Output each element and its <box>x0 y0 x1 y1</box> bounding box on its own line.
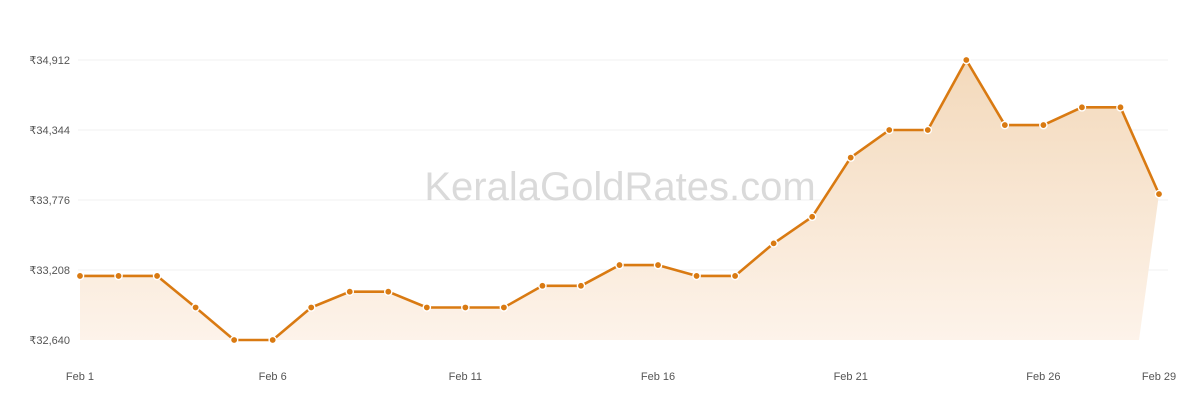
data-point[interactable] <box>422 303 432 312</box>
data-point[interactable] <box>962 55 971 65</box>
x-tick-label: Feb 16 <box>641 371 675 383</box>
data-point[interactable] <box>268 335 277 345</box>
x-tick-label: Feb 1 <box>66 371 94 383</box>
data-point[interactable] <box>923 125 933 135</box>
y-tick-label: ₹33,208 <box>29 265 70 277</box>
data-point[interactable] <box>1039 120 1048 130</box>
data-point[interactable] <box>75 271 85 281</box>
x-tick-label: Feb 26 <box>1026 371 1060 383</box>
data-point[interactable] <box>769 239 778 248</box>
x-axis-ticks: Feb 1 Feb 6 Feb 11 Feb 16 Feb 21 Feb 26 Feb 29 <box>66 371 1176 383</box>
data-point[interactable] <box>114 271 123 281</box>
series-area <box>80 60 1159 340</box>
y-axis-ticks: ₹32,640 ₹33,208 ₹33,776 ₹34,344 ₹34,912 <box>29 55 70 347</box>
data-point[interactable] <box>229 335 239 345</box>
data-point[interactable] <box>576 281 586 291</box>
y-tick-label: ₹34,344 <box>29 125 70 137</box>
data-point[interactable] <box>1154 189 1164 199</box>
data-point[interactable] <box>615 260 624 270</box>
data-point[interactable] <box>306 303 316 312</box>
x-tick-label: Feb 21 <box>834 371 868 383</box>
x-tick-label: Feb 6 <box>259 371 287 383</box>
y-tick-label: ₹32,640 <box>29 335 70 347</box>
data-point[interactable] <box>383 287 393 296</box>
data-point[interactable] <box>152 271 162 281</box>
data-point[interactable] <box>807 212 817 222</box>
y-tick-label: ₹34,912 <box>29 55 70 67</box>
data-point[interactable] <box>1000 120 1010 130</box>
y-tick-label: ₹33,776 <box>29 195 70 207</box>
data-point[interactable] <box>846 153 856 162</box>
data-point[interactable] <box>730 271 740 281</box>
data-point[interactable] <box>191 303 200 312</box>
data-point[interactable] <box>692 271 701 281</box>
data-point[interactable] <box>653 260 663 270</box>
data-point[interactable] <box>884 125 894 135</box>
x-tick-label: Feb 29 <box>1142 371 1176 383</box>
data-point[interactable] <box>1077 103 1087 112</box>
x-tick-label: Feb 11 <box>449 371 482 383</box>
data-markers <box>75 55 1164 345</box>
data-point[interactable] <box>461 303 470 312</box>
data-point[interactable] <box>1116 103 1125 112</box>
data-point[interactable] <box>499 303 509 312</box>
watermark-text: KeralaGoldRates.com <box>424 165 815 209</box>
data-point[interactable] <box>538 281 547 291</box>
data-point[interactable] <box>345 287 355 296</box>
